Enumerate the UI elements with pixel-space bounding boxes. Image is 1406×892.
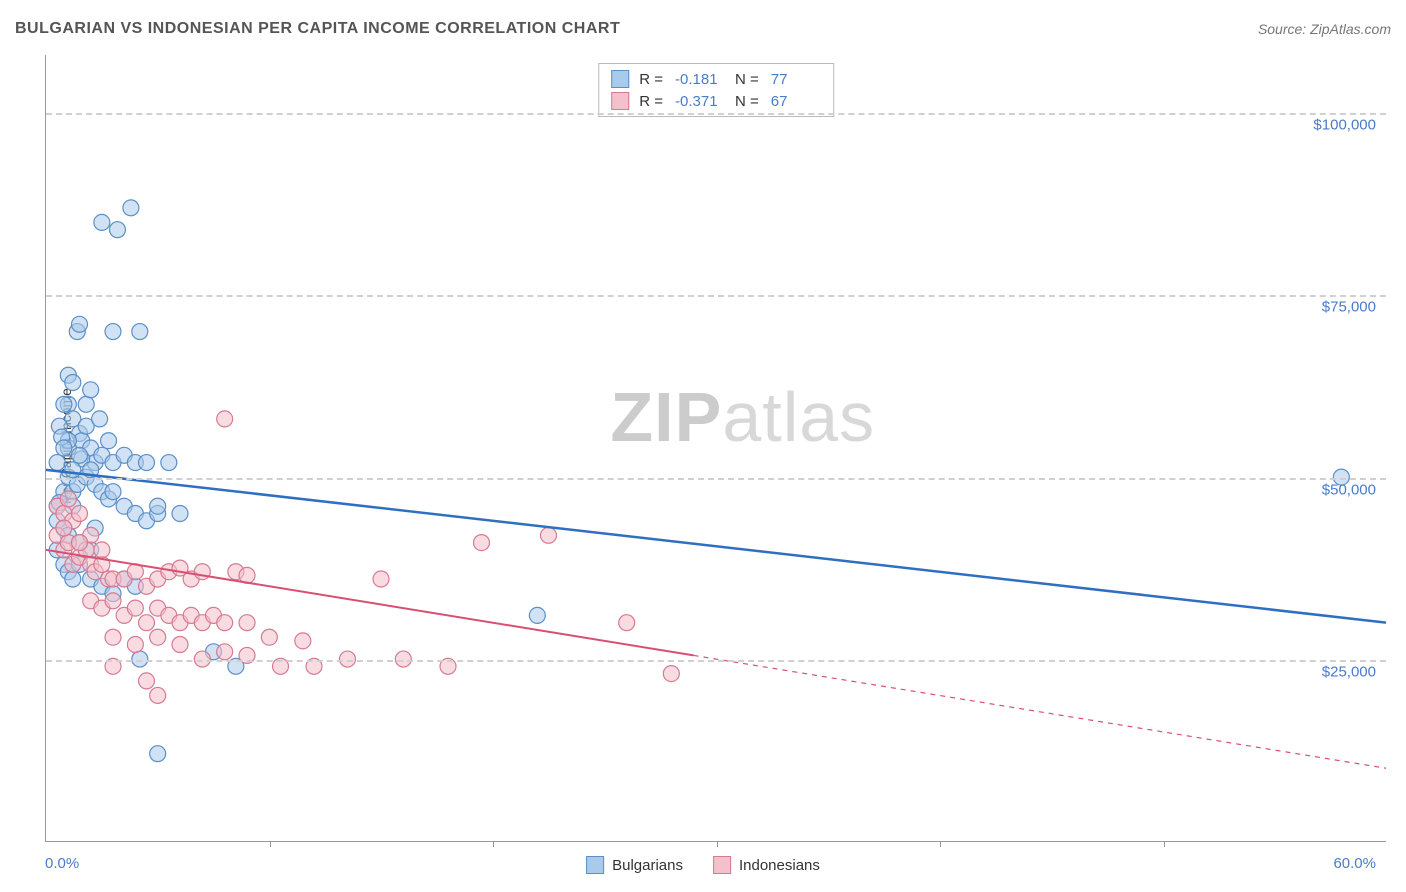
data-point [139, 673, 155, 689]
data-point [123, 200, 139, 216]
n-value: 77 [771, 71, 821, 88]
data-point [161, 455, 177, 471]
data-point [56, 520, 72, 536]
chart-source: Source: ZipAtlas.com [1258, 21, 1391, 37]
y-tick-label: $75,000 [1322, 299, 1376, 316]
legend-series-label: Indonesians [739, 857, 820, 874]
regression-line-dashed [694, 655, 1386, 768]
data-point [150, 746, 166, 762]
legend-series-item: Bulgarians [586, 856, 683, 874]
data-point [150, 687, 166, 703]
x-tick [493, 841, 494, 847]
data-point [60, 491, 76, 507]
data-point [150, 498, 166, 514]
data-point [109, 222, 125, 238]
r-label: R = [639, 93, 663, 110]
data-point [94, 214, 110, 230]
r-label: R = [639, 71, 663, 88]
x-tick [270, 841, 271, 847]
data-point [217, 411, 233, 427]
data-point [139, 455, 155, 471]
x-axis-min-label: 0.0% [45, 855, 79, 872]
y-tick-label: $100,000 [1313, 117, 1376, 134]
data-point [94, 542, 110, 558]
x-axis-max-label: 60.0% [1333, 855, 1376, 872]
data-point [619, 615, 635, 631]
data-point [92, 411, 108, 427]
legend-correlation-row: R = -0.371 N = 67 [611, 90, 821, 112]
data-point [139, 615, 155, 631]
chart-title: BULGARIAN VS INDONESIAN PER CAPITA INCOM… [15, 20, 620, 38]
n-label: N = [735, 93, 759, 110]
data-point [72, 506, 88, 522]
x-tick [717, 841, 718, 847]
legend-swatch [611, 92, 629, 110]
data-point [78, 396, 94, 412]
r-value: -0.181 [675, 71, 725, 88]
data-point [217, 615, 233, 631]
legend-series-item: Indonesians [713, 856, 820, 874]
data-point [663, 666, 679, 682]
legend-series-label: Bulgarians [612, 857, 683, 874]
data-point [172, 506, 188, 522]
gridline-h [46, 660, 1386, 662]
gridline-h [46, 113, 1386, 115]
data-point [373, 571, 389, 587]
data-point [105, 629, 121, 645]
data-point [150, 629, 166, 645]
plot-svg [46, 55, 1386, 841]
legend-swatch [611, 70, 629, 88]
data-point [105, 484, 121, 500]
data-point [65, 462, 81, 478]
data-point [72, 316, 88, 332]
r-value: -0.371 [675, 93, 725, 110]
data-point [72, 447, 88, 463]
data-point [239, 615, 255, 631]
data-point [72, 535, 88, 551]
chart-container: BULGARIAN VS INDONESIAN PER CAPITA INCOM… [0, 0, 1406, 892]
data-point [474, 535, 490, 551]
data-point [172, 637, 188, 653]
data-point [49, 455, 65, 471]
data-point [541, 527, 557, 543]
data-point [132, 324, 148, 340]
data-point [127, 600, 143, 616]
n-label: N = [735, 71, 759, 88]
data-point [83, 382, 99, 398]
legend-correlation: R = -0.181 N = 77 R = -0.371 N = 67 [598, 63, 834, 117]
y-tick-label: $25,000 [1322, 663, 1376, 680]
x-tick [940, 841, 941, 847]
data-point [217, 644, 233, 660]
gridline-h [46, 478, 1386, 480]
data-point [105, 324, 121, 340]
y-tick-label: $50,000 [1322, 481, 1376, 498]
legend-correlation-row: R = -0.181 N = 77 [611, 68, 821, 90]
legend-swatch [586, 856, 604, 874]
data-point [56, 396, 72, 412]
n-value: 67 [771, 93, 821, 110]
gridline-h [46, 295, 1386, 297]
data-point [101, 433, 117, 449]
legend-swatch [713, 856, 731, 874]
data-point [529, 607, 545, 623]
chart-header: BULGARIAN VS INDONESIAN PER CAPITA INCOM… [15, 20, 1391, 38]
plot-area: ZIPatlas R =-0.181N =77R =-0.371N =67 $2… [45, 55, 1386, 842]
legend-series: Bulgarians Indonesians [586, 856, 820, 874]
data-point [65, 375, 81, 391]
regression-line [46, 470, 1386, 623]
regression-line [46, 550, 694, 656]
data-point [65, 571, 81, 587]
data-point [295, 633, 311, 649]
data-point [127, 637, 143, 653]
data-point [105, 593, 121, 609]
data-point [194, 564, 210, 580]
x-tick [1164, 841, 1165, 847]
data-point [56, 440, 72, 456]
data-point [261, 629, 277, 645]
